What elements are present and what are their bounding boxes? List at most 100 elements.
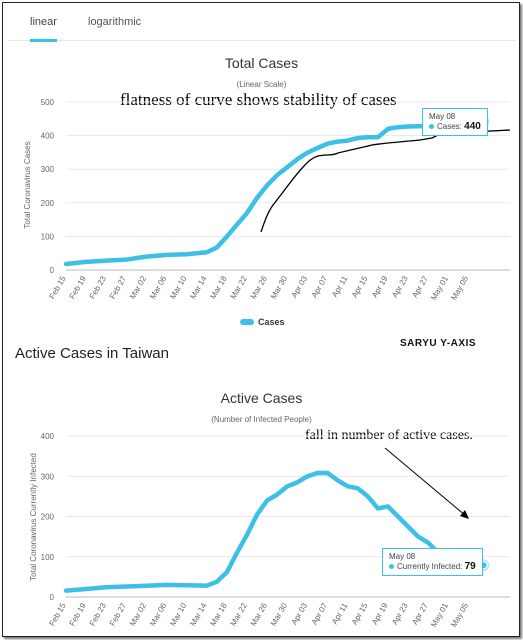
c1-xtick-label: Apr 11 [330, 274, 350, 299]
section-title: Active Cases in Taiwan [15, 345, 169, 362]
c2-data-point-Apr-11 [347, 485, 349, 487]
c2-xtick-label: Apr 11 [330, 601, 350, 626]
c1-xtick-label: Mar 10 [168, 274, 189, 301]
c1-data-point-Feb-19 [85, 261, 87, 263]
c2-data-point-Apr-23 [407, 525, 409, 528]
c2-data-point-Apr-09 [337, 479, 339, 481]
c2-data-point-Apr-27 [427, 542, 429, 544]
legend-swatch [240, 319, 254, 325]
c1-data-point-Mar-22 [246, 212, 248, 214]
c2-data-point-Mar-10 [186, 584, 188, 586]
c2-xtick-label: Feb 23 [88, 601, 109, 628]
c2-data-point-Apr-17 [377, 507, 379, 510]
c2-data-point-Apr-07 [326, 472, 329, 474]
c1-xtick-label: Apr 07 [310, 274, 330, 299]
c2-xtick-label: Feb 27 [108, 601, 129, 628]
c2-data-point-Mar-30 [286, 485, 288, 487]
c2-xtick-label: Mar 18 [208, 601, 229, 628]
c1-data-point-Apr-15 [367, 136, 369, 138]
c1-y-axis-label: Total Coronavirus Cases [23, 141, 32, 228]
c1-data-point-Mar-28 [276, 174, 278, 176]
c2-data-point-Feb-27 [125, 585, 127, 588]
tab-linear[interactable]: linear [30, 16, 57, 42]
c2-data-point-Mar-28 [276, 493, 278, 495]
c1-data-point-Apr-09 [337, 141, 339, 143]
c2-xtick-label: Apr 23 [390, 601, 410, 626]
c1-data-point-Apr-03 [306, 152, 309, 154]
c2-data-point-Apr-25 [417, 536, 419, 538]
chart2-subtitle: (Number of Infected People) [211, 415, 312, 424]
c2-xtick-label: Mar 06 [148, 601, 169, 628]
tooltip-total-dot [429, 124, 434, 129]
c2-data-point-Mar-18 [226, 571, 228, 573]
annotation-top: flatness of curve shows stability of cas… [120, 90, 397, 109]
c1-xtick-label: Mar 14 [188, 274, 209, 301]
c1-data-point-Apr-25 [417, 125, 419, 127]
c1-ytick-label-400: 400 [41, 132, 55, 141]
c2-ytick-label-100: 100 [41, 553, 55, 562]
tooltip-total-value: 440 [464, 121, 481, 132]
c1-data-point-Apr-21 [397, 126, 399, 128]
c1-data-point-Apr-19 [387, 128, 389, 130]
legend-label: Cases [258, 317, 285, 327]
c1-xtick-label: Feb 19 [68, 274, 89, 301]
c1-data-point-Mar-30 [286, 166, 288, 168]
c1-xtick-label: Mar 06 [148, 274, 169, 301]
chart1-subtitle: (Linear Scale) [236, 80, 287, 89]
c1-data-point-Apr-17 [377, 136, 379, 138]
c1-data-point-Mar-24 [256, 197, 258, 199]
c1-data-point-Feb-23 [105, 259, 107, 262]
c1-data-point-Apr-13 [357, 137, 359, 139]
annotation-arrow-line [384, 447, 467, 517]
c1-xtick-label: Mar 18 [208, 274, 229, 301]
annotation-hand-drawn-curve [260, 129, 511, 233]
c1-xtick-label: Feb 23 [88, 274, 109, 301]
c1-ytick-label-200: 200 [41, 199, 55, 208]
c2-ytick-label-0: 0 [50, 593, 55, 602]
c2-data-point-Mar-24 [256, 513, 258, 516]
tooltip-total-label: Cases: [437, 122, 462, 131]
c2-xtick-label: May 01 [429, 601, 450, 629]
c1-xtick-label: Apr 27 [410, 274, 430, 299]
chart2-title: Active Cases [220, 390, 303, 406]
c2-xtick-label: Mar 02 [128, 601, 149, 628]
c1-xtick-label: Mar 26 [249, 274, 270, 301]
c2-data-point-Apr-15 [367, 495, 369, 497]
c2-data-point-Apr-13 [357, 487, 359, 489]
tab-logarithmic[interactable]: logarithmic [88, 16, 142, 28]
c2-xtick-label: Mar 30 [269, 601, 290, 628]
c1-data-point-Feb-15 [65, 263, 67, 265]
c1-data-point-Apr-11 [347, 140, 349, 142]
c1-xtick-label: Apr 19 [370, 274, 390, 299]
c2-data-point-Mar-02 [145, 585, 148, 587]
c1-data-point-Mar-16 [216, 246, 218, 249]
c1-data-point-Apr-23 [407, 125, 409, 128]
c2-xtick-label: Apr 27 [410, 601, 430, 626]
c2-xtick-label: Apr 19 [370, 601, 390, 626]
c1-data-point-Mar-02 [145, 255, 148, 258]
c1-xtick-label: Mar 02 [128, 274, 149, 301]
tooltip-active-label: Currently Infected: [397, 562, 463, 571]
c2-xtick-label: May 05 [449, 601, 470, 629]
c2-data-point-Feb-23 [105, 586, 107, 588]
c1-ytick-label-100: 100 [41, 232, 55, 241]
c2-data-point-Mar-26 [266, 499, 268, 501]
c2-data-point-Apr-19 [387, 505, 389, 508]
c2-ytick-label-300: 300 [41, 472, 55, 481]
tooltip-active-dot [389, 564, 394, 569]
c2-data-point-Apr-05 [316, 472, 319, 474]
c1-xtick-label: Apr 15 [350, 274, 370, 299]
c1-data-point-Apr-07 [326, 143, 329, 145]
c2-ytick-label-400: 400 [41, 432, 55, 441]
c1-series-line [63, 119, 486, 267]
c2-xtick-label: Mar 10 [168, 601, 189, 628]
c2-data-point-Mar-06 [166, 584, 168, 586]
c2-xtick-label: Feb 15 [47, 601, 68, 628]
legend[interactable]: Cases [240, 317, 285, 327]
c1-xtick-label: Feb 15 [47, 274, 68, 301]
tooltip-active-value: 79 [464, 561, 476, 572]
credit-text: SARYU Y-AXIS [400, 338, 477, 349]
c2-data-point-Mar-22 [246, 534, 248, 536]
